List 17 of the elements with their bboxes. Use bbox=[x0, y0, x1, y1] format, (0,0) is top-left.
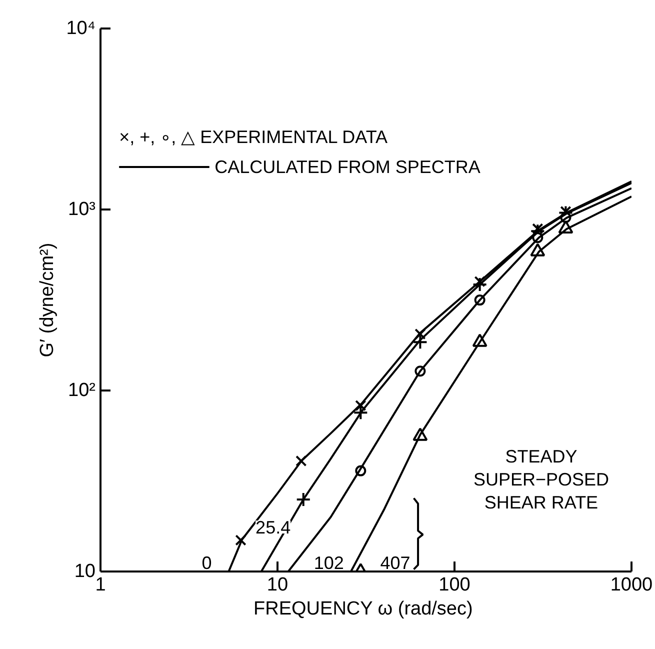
annotation: 25.4 bbox=[256, 517, 291, 538]
x-tick-label: 1 bbox=[95, 574, 106, 596]
annotation: 0 bbox=[202, 552, 212, 573]
annotation: CALCULATED FROM SPECTRA bbox=[214, 156, 480, 177]
x-tick-label: 10 bbox=[266, 574, 288, 596]
y-tick-label: 10 bbox=[74, 561, 96, 582]
y-tick-label: 10³ bbox=[68, 199, 96, 220]
annotation: STEADY SUPER−POSED SHEAR RATE bbox=[473, 446, 610, 513]
annotation: 102 bbox=[314, 552, 344, 573]
y-tick-label: 10⁴ bbox=[66, 18, 96, 39]
y-tick-label: 10² bbox=[68, 380, 96, 401]
y-axis-title: G′ (dyne/cm²) bbox=[37, 242, 58, 358]
annotation: ×, +, ∘, △ EXPERIMENTAL DATA bbox=[119, 127, 388, 148]
x-tick-label: 1000 bbox=[610, 574, 653, 596]
x-axis-title: FREQUENCY ω (rad/sec) bbox=[254, 598, 473, 620]
annotation: 407 bbox=[380, 552, 410, 573]
x-tick-label: 100 bbox=[438, 574, 470, 596]
